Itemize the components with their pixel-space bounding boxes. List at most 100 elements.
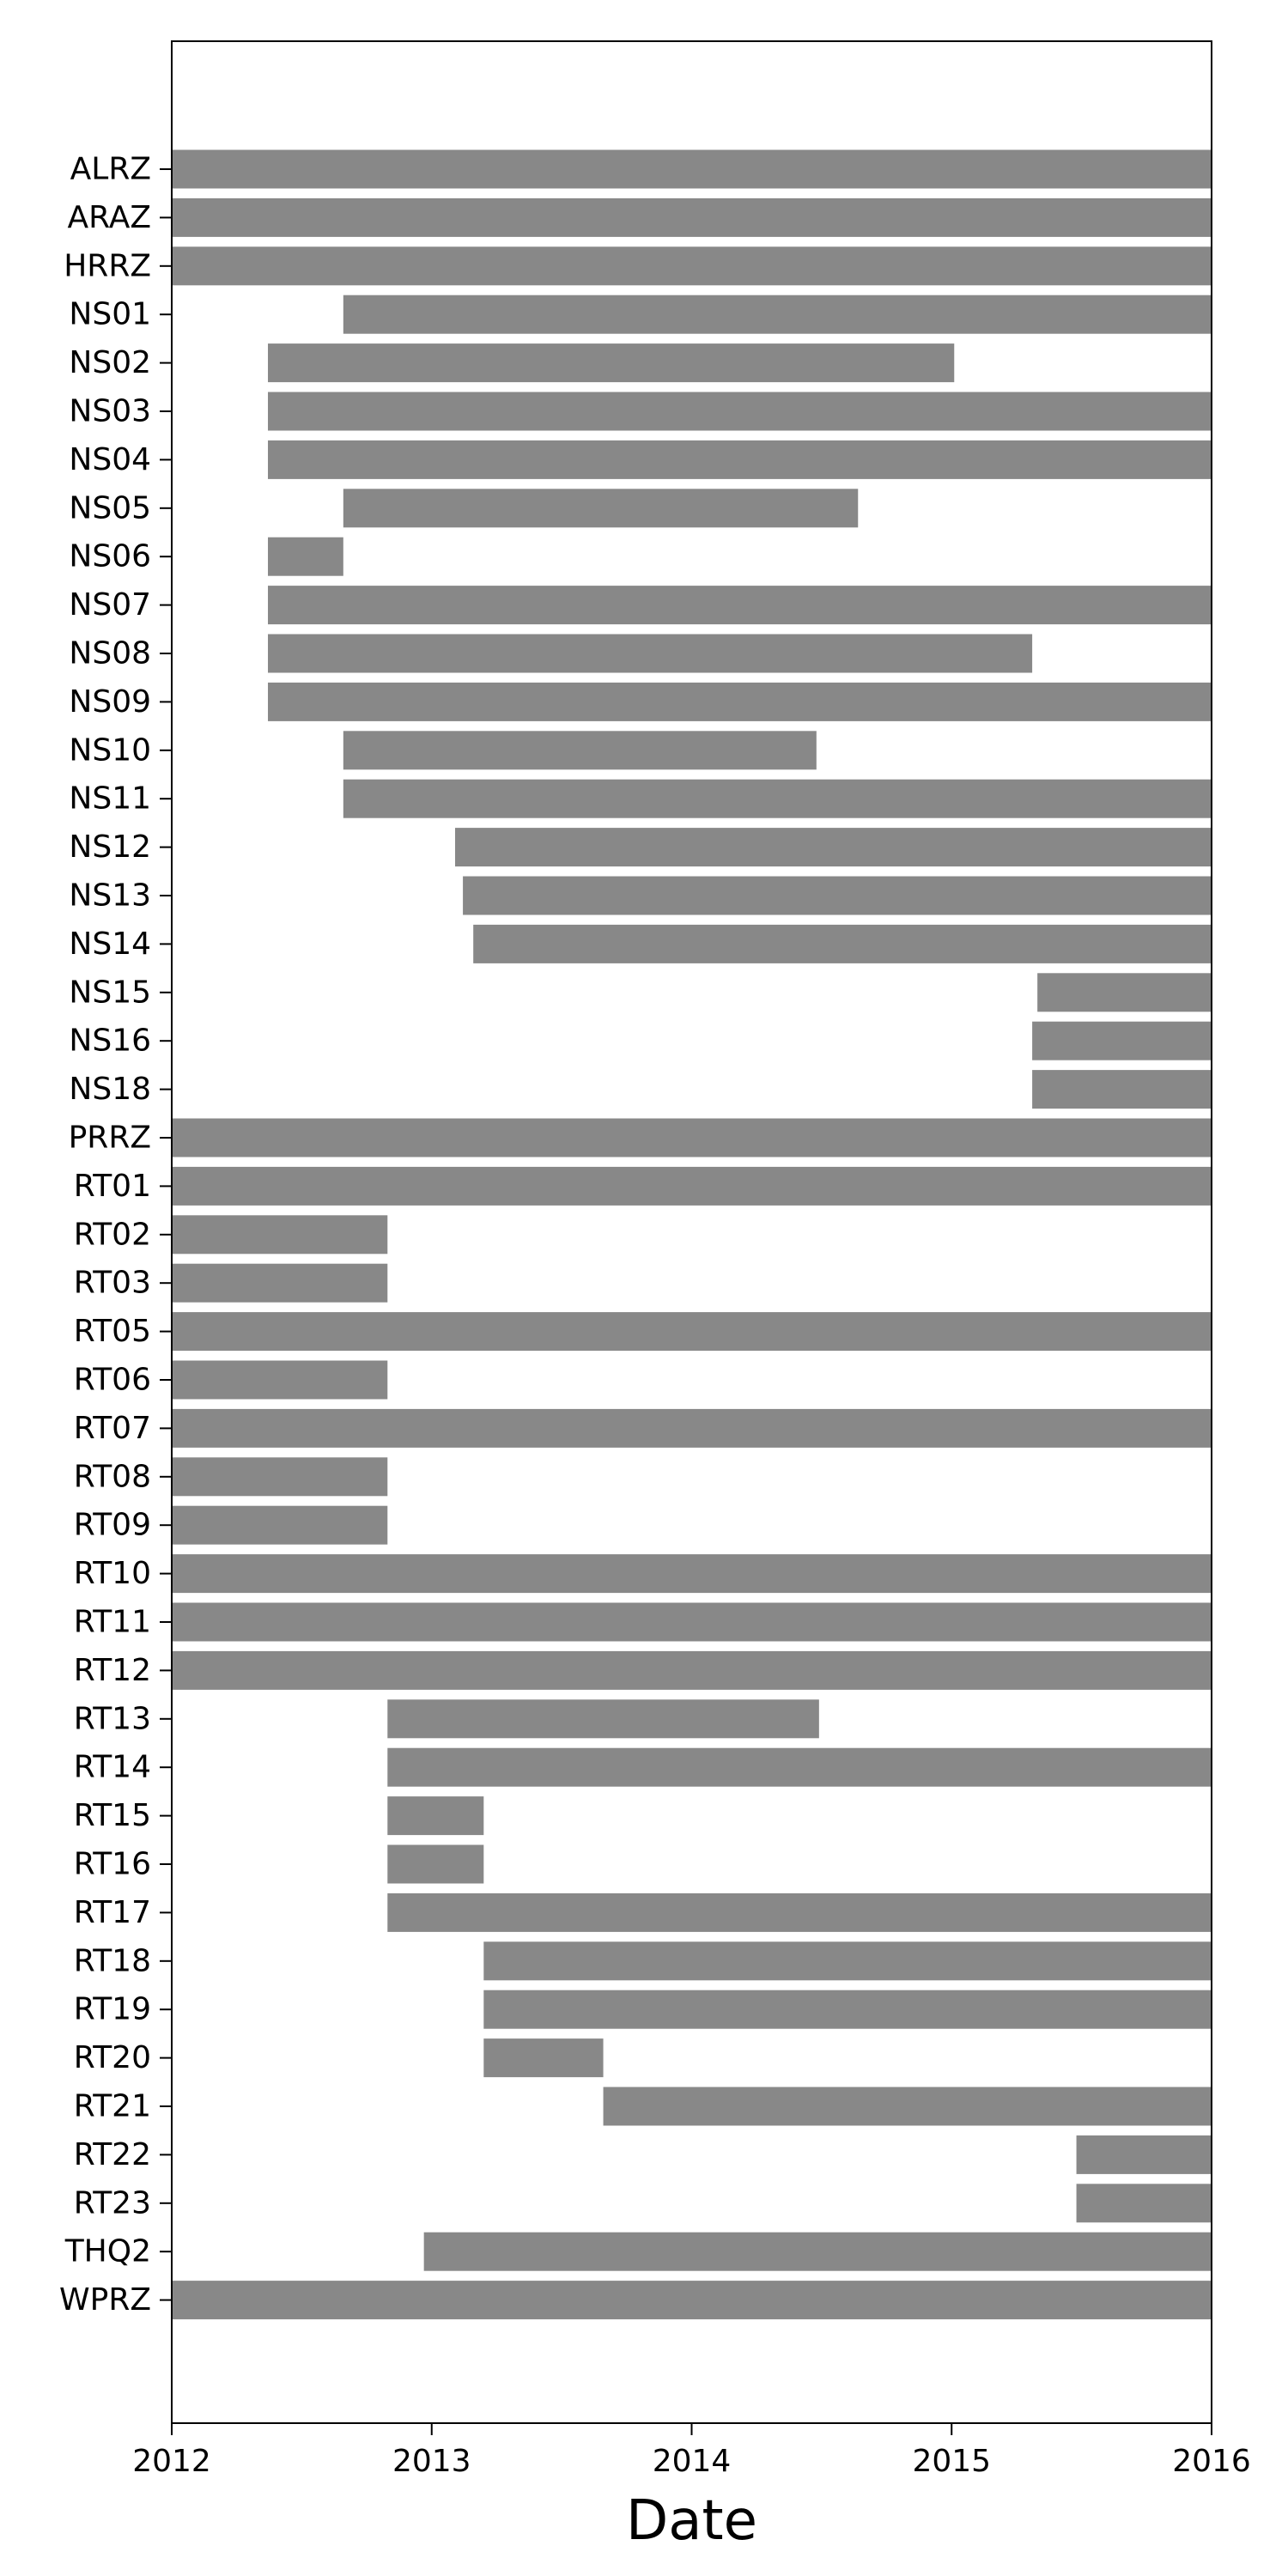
y-tick-label-ns01: NS01 — [69, 297, 151, 332]
y-tick-label-rt20: RT20 — [74, 2040, 151, 2075]
y-tick-label-rt22: RT22 — [74, 2137, 151, 2172]
bar-ns13 — [463, 876, 1212, 915]
x-tick-label-2012: 2012 — [132, 2444, 211, 2479]
bar-thq2 — [423, 2232, 1212, 2271]
y-tick-label-ns02: NS02 — [69, 345, 151, 380]
bar-araz — [172, 197, 1212, 237]
bars-group — [172, 149, 1212, 2320]
y-tick-label-rt09: RT09 — [74, 1508, 151, 1543]
y-tick-label-rt12: RT12 — [74, 1653, 151, 1688]
y-tick-label-araz: ARAZ — [68, 200, 151, 235]
y-tick-label-ns12: NS12 — [69, 829, 151, 865]
y-tick-label-rt16: RT16 — [74, 1847, 151, 1882]
y-tick-label-wprz: WPRZ — [59, 2282, 151, 2318]
bar-alrz — [172, 149, 1212, 189]
y-tick-label-rt10: RT10 — [74, 1556, 151, 1591]
bar-ns04 — [268, 440, 1212, 479]
y-tick-label-rt17: RT17 — [74, 1895, 151, 1930]
bar-ns15 — [1037, 973, 1212, 1012]
y-tick-label-rt23: RT23 — [74, 2185, 151, 2221]
bar-ns06 — [268, 537, 343, 576]
bar-ns14 — [473, 924, 1212, 963]
y-tick-label-alrz: ALRZ — [70, 152, 151, 187]
y-tick-label-rt15: RT15 — [74, 1798, 151, 1833]
x-tick-label-2015: 2015 — [912, 2444, 991, 2479]
bar-ns12 — [454, 828, 1212, 867]
bar-rt23 — [1076, 2184, 1212, 2223]
y-tick-label-rt11: RT11 — [74, 1605, 151, 1640]
bar-rt14 — [387, 1747, 1212, 1787]
bar-ns07 — [268, 586, 1212, 625]
bar-rt05 — [172, 1312, 1212, 1352]
bar-rt16 — [387, 1844, 484, 1884]
y-tick-label-rt08: RT08 — [74, 1459, 151, 1494]
bar-rt12 — [172, 1650, 1212, 1690]
y-tick-label-hrrz: HRRZ — [64, 248, 151, 283]
y-tick-label-rt05: RT05 — [74, 1314, 151, 1349]
y-tick-label-ns07: NS07 — [69, 587, 151, 623]
bar-rt21 — [603, 2087, 1212, 2126]
bar-ns08 — [268, 634, 1033, 673]
bar-ns11 — [343, 779, 1212, 818]
bar-rt18 — [483, 1941, 1212, 1981]
x-axis-title: Date — [626, 2489, 757, 2553]
y-tick-label-thq2: THQ2 — [64, 2234, 151, 2269]
y-tick-label-ns10: NS10 — [69, 732, 151, 768]
x-tick-label-2016: 2016 — [1172, 2444, 1251, 2479]
y-tick-label-ns11: NS11 — [69, 781, 151, 817]
y-tick-label-ns09: NS09 — [69, 684, 151, 720]
bar-rt22 — [1076, 2135, 1212, 2174]
bar-rt19 — [483, 1990, 1212, 2029]
y-tick-label-ns15: NS15 — [69, 975, 151, 1010]
y-tick-label-ns14: NS14 — [69, 927, 151, 962]
x-tick-label-2014: 2014 — [653, 2444, 732, 2479]
x-axis: 2012 2013 2014 2015 2016 — [132, 2423, 1251, 2479]
bar-rt07 — [172, 1408, 1212, 1448]
plot-frame — [171, 40, 1212, 2424]
bar-ns18 — [1032, 1070, 1212, 1109]
bar-ns02 — [268, 343, 955, 383]
y-tick-label-ns13: NS13 — [69, 878, 151, 914]
bar-rt20 — [483, 2038, 604, 2078]
y-tick-label-rt06: RT06 — [74, 1363, 151, 1398]
bar-ns01 — [343, 295, 1212, 334]
bar-ns16 — [1032, 1021, 1212, 1060]
x-tick-label-2013: 2013 — [392, 2444, 471, 2479]
y-tick-label-ns16: NS16 — [69, 1024, 151, 1059]
y-tick-label-ns08: NS08 — [69, 636, 151, 671]
y-tick-label-rt18: RT18 — [74, 1943, 151, 1978]
bar-wprz — [172, 2281, 1212, 2320]
y-tick-label-rt21: RT21 — [74, 2089, 151, 2124]
bar-prrz — [172, 1118, 1212, 1157]
bar-rt15 — [387, 1796, 484, 1836]
y-tick-label-rt07: RT07 — [74, 1411, 151, 1446]
bar-rt02 — [172, 1215, 388, 1255]
bar-rt08 — [172, 1457, 388, 1497]
y-tick-label-rt02: RT02 — [74, 1217, 151, 1252]
y-tick-label-rt01: RT01 — [74, 1169, 151, 1204]
bar-rt10 — [172, 1554, 1212, 1594]
y-tick-label-ns18: NS18 — [69, 1072, 151, 1107]
bar-ns10 — [343, 731, 817, 770]
y-tick-label-rt13: RT13 — [74, 1701, 151, 1736]
y-tick-label-rt03: RT03 — [74, 1266, 151, 1301]
y-tick-label-ns05: NS05 — [69, 490, 151, 526]
y-tick-label-ns03: NS03 — [69, 394, 151, 429]
y-tick-label-ns06: NS06 — [69, 539, 151, 574]
bar-rt17 — [387, 1893, 1212, 1932]
bar-rt03 — [172, 1263, 388, 1303]
bar-rt06 — [172, 1360, 388, 1400]
bar-rt11 — [172, 1602, 1212, 1642]
bar-rt13 — [387, 1699, 819, 1739]
bar-ns03 — [268, 392, 1212, 431]
y-tick-label-rt14: RT14 — [74, 1750, 151, 1785]
bar-hrrz — [172, 246, 1212, 286]
y-tick-label-ns04: NS04 — [69, 442, 151, 477]
bar-ns05 — [343, 489, 859, 528]
bar-rt09 — [172, 1505, 388, 1545]
bar-ns09 — [268, 682, 1212, 721]
y-axis: ALRZ ARAZ HRRZ NS01 NS02 NS03 NS04 NS05 NS06 NS07… — [59, 152, 172, 2318]
y-tick-label-rt19: RT19 — [74, 1992, 151, 2027]
y-tick-label-prrz: PRRZ — [69, 1121, 151, 1156]
